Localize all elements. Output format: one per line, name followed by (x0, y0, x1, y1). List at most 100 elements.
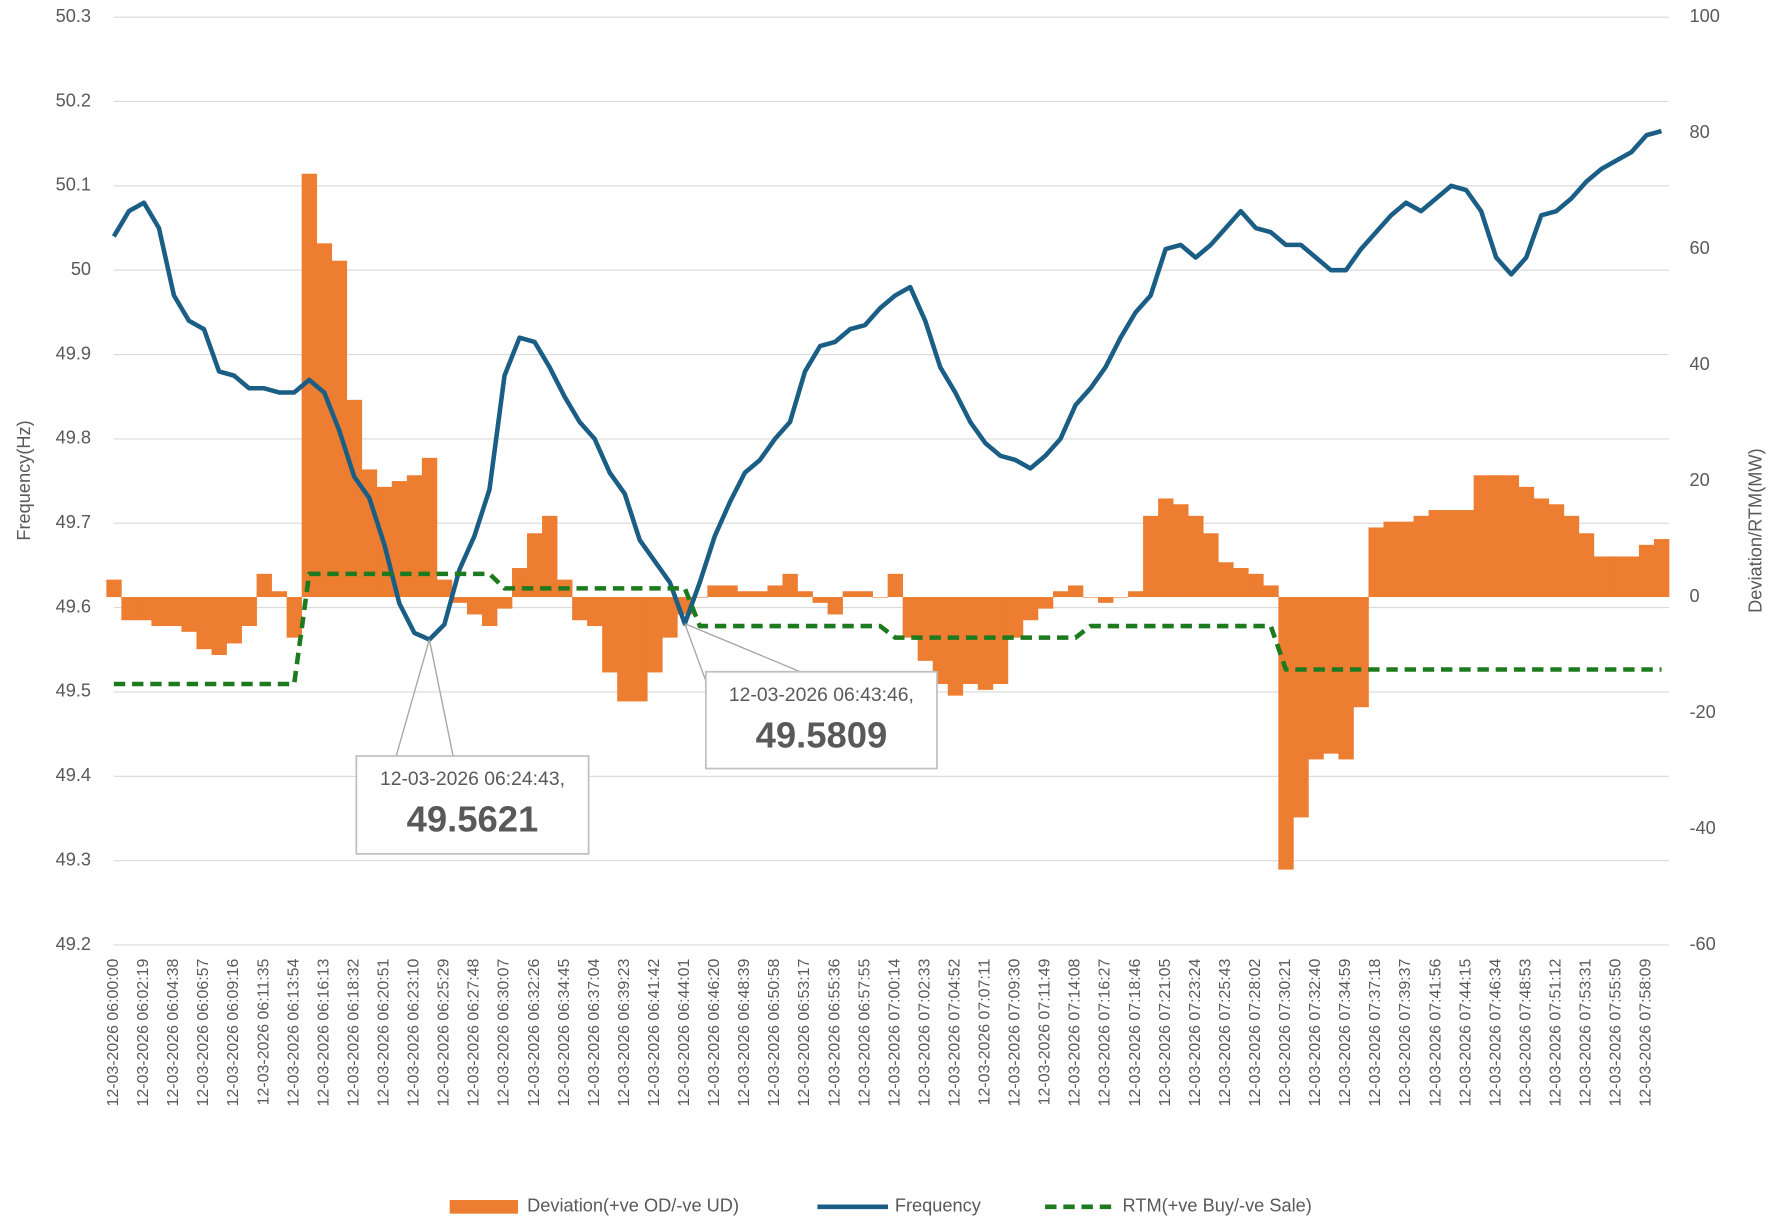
deviation-bar (842, 591, 858, 598)
x-tick-label: 12-03-2026 07:39:37 (1397, 959, 1414, 1107)
y-tick-label: 50.3 (56, 6, 91, 26)
x-tick-label: 12-03-2026 07:46:34 (1487, 959, 1504, 1107)
deviation-bar (196, 597, 212, 650)
deviation-bar (1052, 591, 1069, 598)
deviation-bar (301, 173, 318, 598)
deviation-bar (1037, 597, 1054, 609)
y-tick-label: 49.5 (56, 681, 91, 701)
deviation-bar (1128, 591, 1144, 598)
x-tick-label: 12-03-2026 07:25:43 (1217, 959, 1234, 1107)
deviation-bar (406, 475, 423, 598)
x-tick-label: 12-03-2026 06:02:19 (135, 959, 152, 1107)
deviation-bar (481, 597, 498, 627)
deviation-bar (1653, 539, 1670, 598)
x-tick-label: 12-03-2026 06:25:29 (436, 959, 453, 1107)
x-tick-label: 12-03-2026 06:32:26 (526, 959, 543, 1107)
deviation-bar (271, 591, 287, 598)
x-tick-label: 12-03-2026 06:23:10 (406, 959, 423, 1107)
x-tick-label: 12-03-2026 06:30:07 (496, 959, 513, 1107)
deviation-bar (917, 597, 934, 661)
x-tick-label: 12-03-2026 06:41:42 (646, 959, 663, 1107)
y2-tick-label: 80 (1689, 122, 1709, 142)
deviation-bar (1533, 498, 1550, 598)
x-tick-label: 12-03-2026 07:18:46 (1127, 959, 1144, 1107)
x-tick-label: 12-03-2026 07:09:30 (1007, 959, 1024, 1107)
x-tick-label: 12-03-2026 07:04:52 (946, 959, 963, 1107)
x-tick-label: 12-03-2026 07:11:49 (1037, 959, 1054, 1106)
deviation-bar (211, 597, 227, 656)
deviation-bar (1022, 597, 1039, 621)
deviation-bar (1188, 515, 1204, 598)
x-tick-label: 12-03-2026 07:28:02 (1247, 959, 1264, 1107)
deviation-bar (166, 597, 182, 627)
y-tick-label: 50.2 (56, 90, 91, 110)
deviation-bar (647, 597, 663, 673)
x-tick-label: 12-03-2026 07:30:21 (1277, 959, 1294, 1107)
x-tick-label: 12-03-2026 06:34:45 (556, 959, 573, 1107)
x-tick-label: 12-03-2026 07:48:53 (1517, 959, 1534, 1107)
y2-tick-label: -40 (1689, 818, 1715, 838)
y2-tick-label: 60 (1689, 238, 1709, 258)
x-tick-label: 12-03-2026 06:57:55 (856, 959, 873, 1107)
x-tick-label: 12-03-2026 06:20:51 (376, 959, 393, 1107)
x-tick-label: 12-03-2026 06:06:57 (195, 959, 212, 1107)
x-tick-label: 12-03-2026 07:41:56 (1427, 959, 1444, 1107)
x-tick-label: 12-03-2026 07:58:09 (1638, 959, 1655, 1107)
y-tick-label: 50 (71, 259, 91, 279)
y2-axis-title: Deviation/RTM(MW) (1745, 448, 1765, 613)
y-tick-label: 49.8 (56, 428, 91, 448)
x-tick-label: 12-03-2026 06:50:58 (766, 959, 783, 1107)
deviation-bar (1608, 556, 1625, 598)
deviation-bar (466, 597, 483, 615)
deviation-bar (1113, 597, 1129, 598)
x-tick-label: 12-03-2026 06:09:16 (225, 959, 242, 1107)
deviation-bar (707, 585, 723, 598)
y2-tick-label: -60 (1689, 934, 1715, 954)
deviation-bar (887, 573, 904, 598)
frequency-line (111, 128, 1663, 642)
deviation-bar (1623, 556, 1640, 598)
x-tick-label: 12-03-2026 06:00:00 (105, 959, 122, 1107)
x-tick-label: 12-03-2026 06:53:17 (796, 959, 813, 1107)
deviation-bar (1518, 486, 1535, 598)
deviation-bar (1368, 527, 1384, 598)
deviation-bar (361, 469, 378, 598)
deviation-bar (1263, 585, 1279, 598)
x-tick-label: 12-03-2026 07:51:12 (1547, 959, 1564, 1107)
deviation-bar (1563, 515, 1580, 598)
legend-label: RTM(+ve Buy/-ve Sale) (1123, 1196, 1312, 1216)
y-tick-label: 49.4 (56, 765, 91, 785)
deviation-bar (1383, 521, 1399, 598)
deviation-bar (1473, 475, 1490, 598)
y-tick-label: 49.2 (56, 934, 91, 954)
deviation-bar (1323, 597, 1339, 754)
deviation-bar (737, 591, 753, 598)
deviation-bar (872, 597, 888, 598)
leader-line (395, 639, 431, 757)
deviation-bar (1503, 475, 1520, 598)
deviation-bar (1593, 556, 1610, 598)
leader-line (684, 623, 801, 673)
deviation-bar (121, 597, 137, 621)
deviation-bar (827, 597, 843, 615)
x-tick-label: 12-03-2026 07:55:50 (1608, 959, 1625, 1107)
x-tick-label: 12-03-2026 06:46:20 (706, 959, 723, 1107)
x-tick-label: 12-03-2026 07:00:14 (886, 959, 903, 1107)
annotation-value: 49.5621 (407, 799, 539, 840)
deviation-bar (752, 591, 768, 598)
deviation-bar (782, 573, 798, 598)
y2-tick-label: 40 (1689, 354, 1709, 374)
deviation-bar (1158, 498, 1174, 598)
deviation-bar (151, 597, 167, 627)
x-tick-label: 12-03-2026 07:14:08 (1067, 959, 1084, 1107)
x-tick-label: 12-03-2026 06:27:48 (466, 959, 483, 1107)
x-tick-label: 12-03-2026 06:55:36 (826, 959, 843, 1107)
y2-tick-label: -20 (1689, 702, 1715, 722)
legend-label: Deviation(+ve OD/-ve UD) (527, 1196, 739, 1216)
deviation-bar (181, 597, 197, 632)
y-tick-label: 50.1 (56, 175, 91, 195)
deviation-bar (512, 568, 528, 598)
deviation-bar (1548, 504, 1565, 598)
deviation-bar (1173, 504, 1189, 598)
deviation-bar (662, 597, 678, 638)
